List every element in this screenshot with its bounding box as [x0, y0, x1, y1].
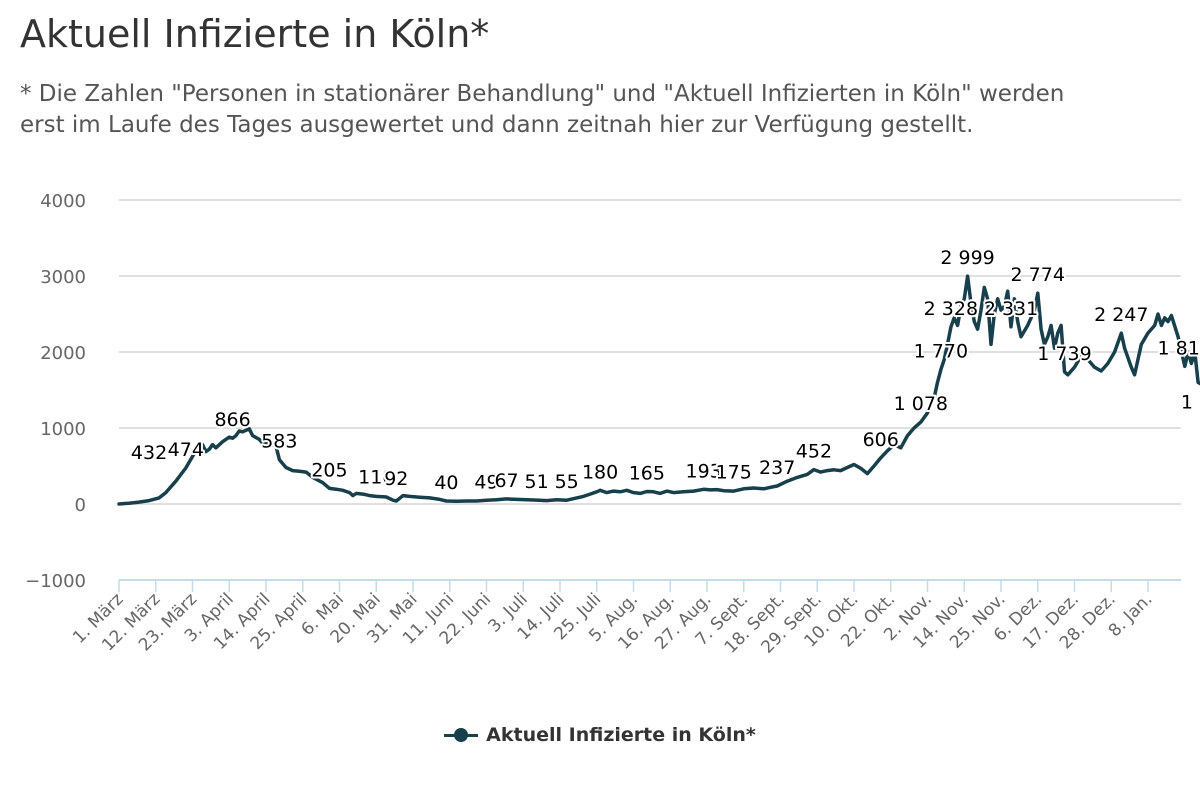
- chart-title: Aktuell Infizierte in Köln*: [20, 12, 490, 56]
- legend-label: Aktuell Infizierte in Köln*: [486, 724, 756, 746]
- y-tick-label: 3000: [40, 267, 86, 288]
- data-label: 67: [494, 470, 518, 492]
- series-line[interactable]: [117, 274, 1200, 506]
- data-label: 193: [686, 460, 722, 482]
- data-label: 2 328: [924, 298, 978, 320]
- legend-item[interactable]: Aktuell Infizierte in Köln*: [444, 724, 756, 746]
- y-tick-label: 0: [75, 495, 86, 516]
- data-label: 1 078: [894, 393, 948, 415]
- data-label: 606: [863, 429, 899, 451]
- data-label: 1 812: [1158, 337, 1200, 359]
- data-label: 866: [214, 409, 250, 431]
- gridlines: [119, 199, 1181, 505]
- data-label: 40: [434, 472, 458, 494]
- data-label: 49: [474, 471, 498, 493]
- legend-marker-icon: [444, 728, 479, 742]
- chart-subtitle: * Die Zahlen "Personen in stationärer Be…: [20, 81, 1065, 138]
- data-label: 432: [131, 442, 167, 464]
- y-tick-label: 4000: [40, 191, 86, 212]
- data-label: 2 247: [1094, 304, 1148, 326]
- y-tick-label: −1000: [25, 571, 86, 592]
- y-axis: 4000 3000 2000 1000 0 −1000: [25, 191, 86, 592]
- data-label: 165: [629, 462, 665, 484]
- data-label: 1 739: [1037, 343, 1091, 365]
- data-label: 205: [311, 459, 347, 481]
- data-label: 237: [759, 457, 795, 479]
- data-label: 180: [582, 461, 618, 483]
- data-label: 2 999: [940, 247, 994, 269]
- data-label: 2 774: [1011, 264, 1065, 286]
- data-label: 92: [384, 468, 408, 490]
- series: [117, 274, 1200, 506]
- data-label: 474: [168, 439, 204, 461]
- y-tick-label: 1000: [40, 419, 86, 440]
- legend: Aktuell Infizierte in Köln*: [0, 724, 1200, 747]
- data-label: 1 770: [914, 340, 968, 362]
- data-label: 110: [358, 467, 394, 489]
- y-tick-label: 2000: [40, 343, 86, 364]
- data-label: 2 331: [984, 298, 1038, 320]
- data-label: 1 098: [1181, 392, 1200, 414]
- data-label: 55: [555, 471, 579, 493]
- data-label: 452: [796, 441, 832, 463]
- data-label: 583: [261, 431, 297, 453]
- data-label: 175: [716, 462, 752, 484]
- data-label: 51: [525, 471, 549, 493]
